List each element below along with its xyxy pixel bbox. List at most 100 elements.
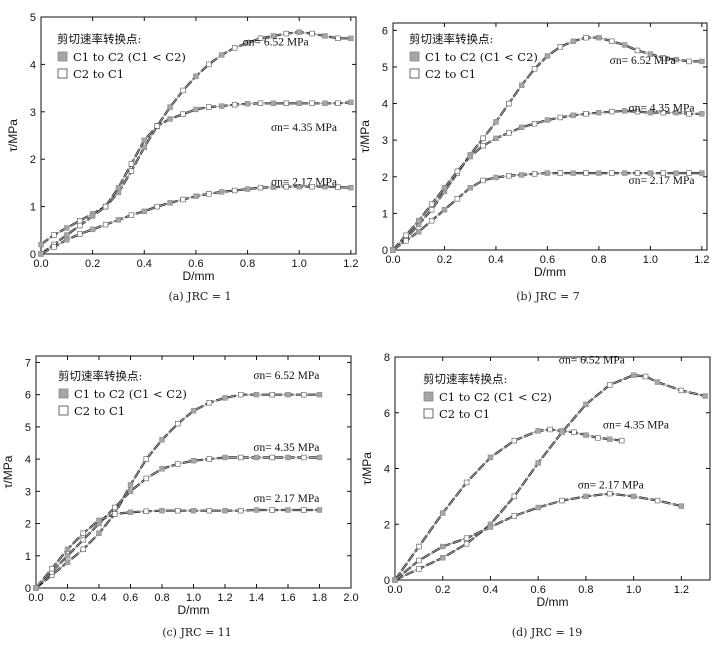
series-3-point xyxy=(390,247,396,253)
series-3-point xyxy=(283,183,289,190)
stress-annotation-3: σn= 2.17 MPa xyxy=(578,480,644,492)
y-tick-label: 1 xyxy=(382,208,388,220)
series-2-point xyxy=(206,104,212,110)
series-1-point xyxy=(673,56,679,63)
series-3-point xyxy=(206,191,212,197)
panel-1: 0.0 0.2 0.4 0.6 0.8 1.0 1.2 0 1 2 3 4 5 D/mm τ/MPa σn= … xyxy=(6,12,358,303)
series-2-point xyxy=(231,101,238,108)
stress-annotation-1: σn= 6.52 MPa xyxy=(243,36,309,48)
series-3-point xyxy=(231,187,238,194)
series-3-point xyxy=(544,170,551,176)
series-2-point xyxy=(219,103,225,109)
series-1-point xyxy=(702,393,708,399)
series-1-point xyxy=(128,168,135,174)
series-1-point xyxy=(219,52,225,58)
series-overlay-3 xyxy=(35,509,320,589)
series-3-point xyxy=(699,170,705,176)
series-1-point xyxy=(269,391,275,398)
series-3-point xyxy=(253,507,260,513)
series-3-point xyxy=(583,170,589,176)
series-line-3 xyxy=(35,508,320,589)
series-3-point xyxy=(428,218,435,224)
series-2-point xyxy=(269,454,275,461)
series-3-point xyxy=(154,203,160,210)
series-1-point xyxy=(64,559,71,565)
series-1-point xyxy=(621,42,628,48)
series-3-point xyxy=(159,507,165,514)
x-tick-label: 1.2 xyxy=(694,254,709,266)
series-2-point xyxy=(115,184,122,191)
x-tick-label: 0.6 xyxy=(188,258,203,270)
legend-label-2: C2 to C1 xyxy=(74,404,125,418)
series-2-point xyxy=(660,110,666,116)
series-2-point xyxy=(322,100,328,106)
series-1-point xyxy=(285,391,291,398)
series-3-point xyxy=(51,244,57,250)
series-1-point xyxy=(609,38,615,45)
series-2-point xyxy=(80,536,86,543)
y-tick-label: 5 xyxy=(382,62,388,74)
series-overlay-2 xyxy=(35,457,320,589)
x-tick-label: 0.4 xyxy=(488,254,503,266)
y-tick-label: 8 xyxy=(384,352,390,364)
x-tick-label: 0.8 xyxy=(578,584,593,596)
stress-annotation-2: σn= 4.35 MPa xyxy=(271,122,337,134)
series-1-point xyxy=(335,35,341,42)
x-tick-label: 0.0 xyxy=(385,254,400,266)
series-3-point xyxy=(416,228,422,235)
series-1-point xyxy=(175,420,181,427)
y-axis-label: τ/MPa xyxy=(360,452,374,485)
y-tick-label: 6 xyxy=(25,390,31,402)
series-2-point xyxy=(518,124,525,131)
series-3-point xyxy=(441,207,448,213)
x-tick-label: 1.0 xyxy=(643,254,658,266)
y-tick-label: 0 xyxy=(384,575,390,587)
series-1-point xyxy=(654,379,661,385)
series-1-point xyxy=(257,35,264,42)
series-2-point xyxy=(64,553,71,559)
series-2-point xyxy=(112,504,118,511)
series-2-point xyxy=(403,232,409,239)
legend-marker-1 xyxy=(58,388,69,399)
x-tick-label: 0.6 xyxy=(123,592,138,604)
series-3-point xyxy=(570,170,576,176)
legend-marker-2 xyxy=(57,68,68,79)
y-tick-label: 1 xyxy=(25,551,31,563)
series-2-point xyxy=(607,436,613,442)
series-1-point xyxy=(127,482,134,488)
series-1-point xyxy=(80,546,86,553)
series-2-point xyxy=(296,100,302,106)
series-2-point xyxy=(571,429,577,435)
series-2-point xyxy=(480,142,486,149)
series-3-point xyxy=(127,509,134,515)
series-2-point xyxy=(570,112,576,118)
series-3-point xyxy=(219,189,225,195)
series-1-point xyxy=(699,58,705,65)
series-3-point xyxy=(607,490,613,497)
x-tick-label: 0.2 xyxy=(435,584,450,596)
series-2-point xyxy=(535,428,541,434)
series-1-point xyxy=(630,372,637,378)
series-3-point xyxy=(190,507,197,514)
series-1-point xyxy=(348,35,354,42)
series-1-point xyxy=(143,456,149,462)
series-2-point xyxy=(257,100,264,106)
series-3-point xyxy=(335,184,341,190)
series-2-point xyxy=(511,437,518,444)
series-3-point xyxy=(518,172,525,178)
series-2-point xyxy=(544,117,551,123)
series-3-point xyxy=(322,183,328,190)
series-2-point xyxy=(143,475,149,482)
series-3-point xyxy=(80,530,86,536)
series-2-point xyxy=(583,432,589,438)
panel-4: 0.0 0.2 0.4 0.6 0.8 1.0 1.2 0 2 4 6 8 D/mm τ/MPa σn= 6… xyxy=(360,352,711,639)
x-tick-label: 0.2 xyxy=(85,258,100,270)
series-2-point xyxy=(167,116,173,122)
series-2-point xyxy=(238,454,244,461)
series-3-point xyxy=(403,238,409,244)
y-tick-label: 2 xyxy=(384,519,390,531)
legend-label-1: C1 to C2 (C1 < C2) xyxy=(425,50,538,64)
y-tick-label: 3 xyxy=(25,486,31,498)
series-1-point xyxy=(270,33,277,39)
series-2-point xyxy=(506,130,512,136)
